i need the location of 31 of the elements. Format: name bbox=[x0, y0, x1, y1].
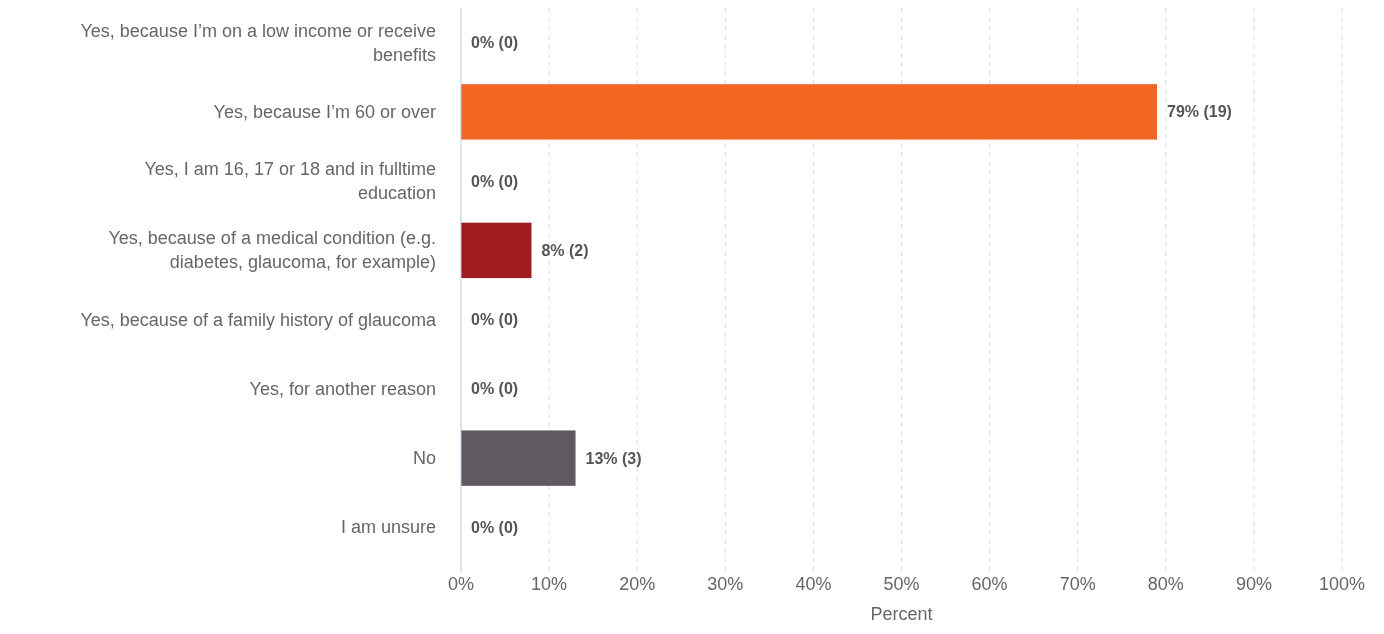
x-tick-label: 100% bbox=[1318, 574, 1366, 594]
y-tick-label: No bbox=[412, 448, 436, 469]
x-tick-label: 30% bbox=[707, 574, 744, 594]
bar bbox=[461, 430, 576, 486]
x-tick-label: 80% bbox=[1147, 574, 1184, 594]
x-tick-label: 0% bbox=[447, 574, 475, 594]
x-axis-title: Percent bbox=[870, 604, 933, 624]
x-tick-label: 50% bbox=[883, 574, 920, 594]
data-label: 0% (0) bbox=[471, 380, 519, 398]
x-tick-label: 40% bbox=[795, 574, 832, 594]
y-tick-label: Yes, for another reason bbox=[249, 378, 436, 399]
data-label: 13% (3) bbox=[585, 449, 642, 467]
y-tick-label: Yes, because I’m on a low income or receive benefits bbox=[80, 20, 436, 65]
data-label: 0% (0) bbox=[471, 311, 519, 329]
data-label: 0% (0) bbox=[471, 172, 519, 190]
bar bbox=[461, 84, 1157, 140]
x-tick-label: 90% bbox=[1235, 574, 1272, 594]
bar bbox=[461, 222, 532, 279]
data-label: 8% (2) bbox=[541, 241, 589, 259]
y-tick-label: Yes, because of a family history of glaucoma bbox=[80, 309, 437, 330]
y-tick-label: I am unsure bbox=[340, 517, 436, 538]
x-tick-label: 20% bbox=[619, 574, 656, 594]
y-tick-label: Yes, I am 16, 17 or 18 and in fulltime education bbox=[144, 159, 436, 204]
data-label: 0% (0) bbox=[471, 518, 519, 536]
x-tick-label: 10% bbox=[531, 574, 568, 594]
y-tick-label: Yes, because of a medical condition (e.g. diabetes, glaucoma, for example) bbox=[108, 228, 436, 273]
data-label: 79% (19) bbox=[1166, 103, 1232, 121]
x-tick-label: 70% bbox=[1059, 574, 1096, 594]
data-label: 0% (0) bbox=[471, 34, 519, 52]
y-tick-label: Yes, because I’m 60 or over bbox=[213, 101, 436, 122]
x-tick-label: 60% bbox=[971, 574, 1008, 594]
